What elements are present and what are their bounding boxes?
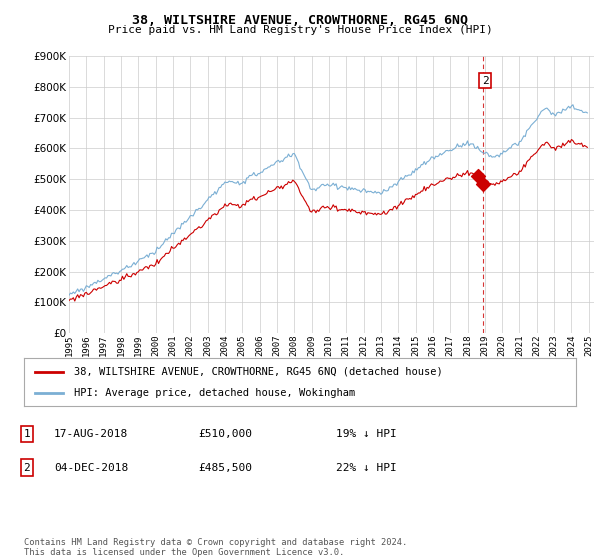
Point xyxy=(473,171,483,180)
Text: 17-AUG-2018: 17-AUG-2018 xyxy=(54,429,128,439)
Text: 38, WILTSHIRE AVENUE, CROWTHORNE, RG45 6NQ: 38, WILTSHIRE AVENUE, CROWTHORNE, RG45 6… xyxy=(132,14,468,27)
Text: £485,500: £485,500 xyxy=(198,463,252,473)
Text: 2: 2 xyxy=(23,463,31,473)
Text: £510,000: £510,000 xyxy=(198,429,252,439)
Text: 38, WILTSHIRE AVENUE, CROWTHORNE, RG45 6NQ (detached house): 38, WILTSHIRE AVENUE, CROWTHORNE, RG45 6… xyxy=(74,367,442,377)
Point xyxy=(479,179,488,188)
Text: 19% ↓ HPI: 19% ↓ HPI xyxy=(336,429,397,439)
Text: Contains HM Land Registry data © Crown copyright and database right 2024.
This d: Contains HM Land Registry data © Crown c… xyxy=(24,538,407,557)
Text: 2: 2 xyxy=(482,76,488,86)
Text: HPI: Average price, detached house, Wokingham: HPI: Average price, detached house, Woki… xyxy=(74,388,355,398)
Text: 1: 1 xyxy=(23,429,31,439)
Text: Price paid vs. HM Land Registry's House Price Index (HPI): Price paid vs. HM Land Registry's House … xyxy=(107,25,493,35)
Text: 04-DEC-2018: 04-DEC-2018 xyxy=(54,463,128,473)
Text: 22% ↓ HPI: 22% ↓ HPI xyxy=(336,463,397,473)
